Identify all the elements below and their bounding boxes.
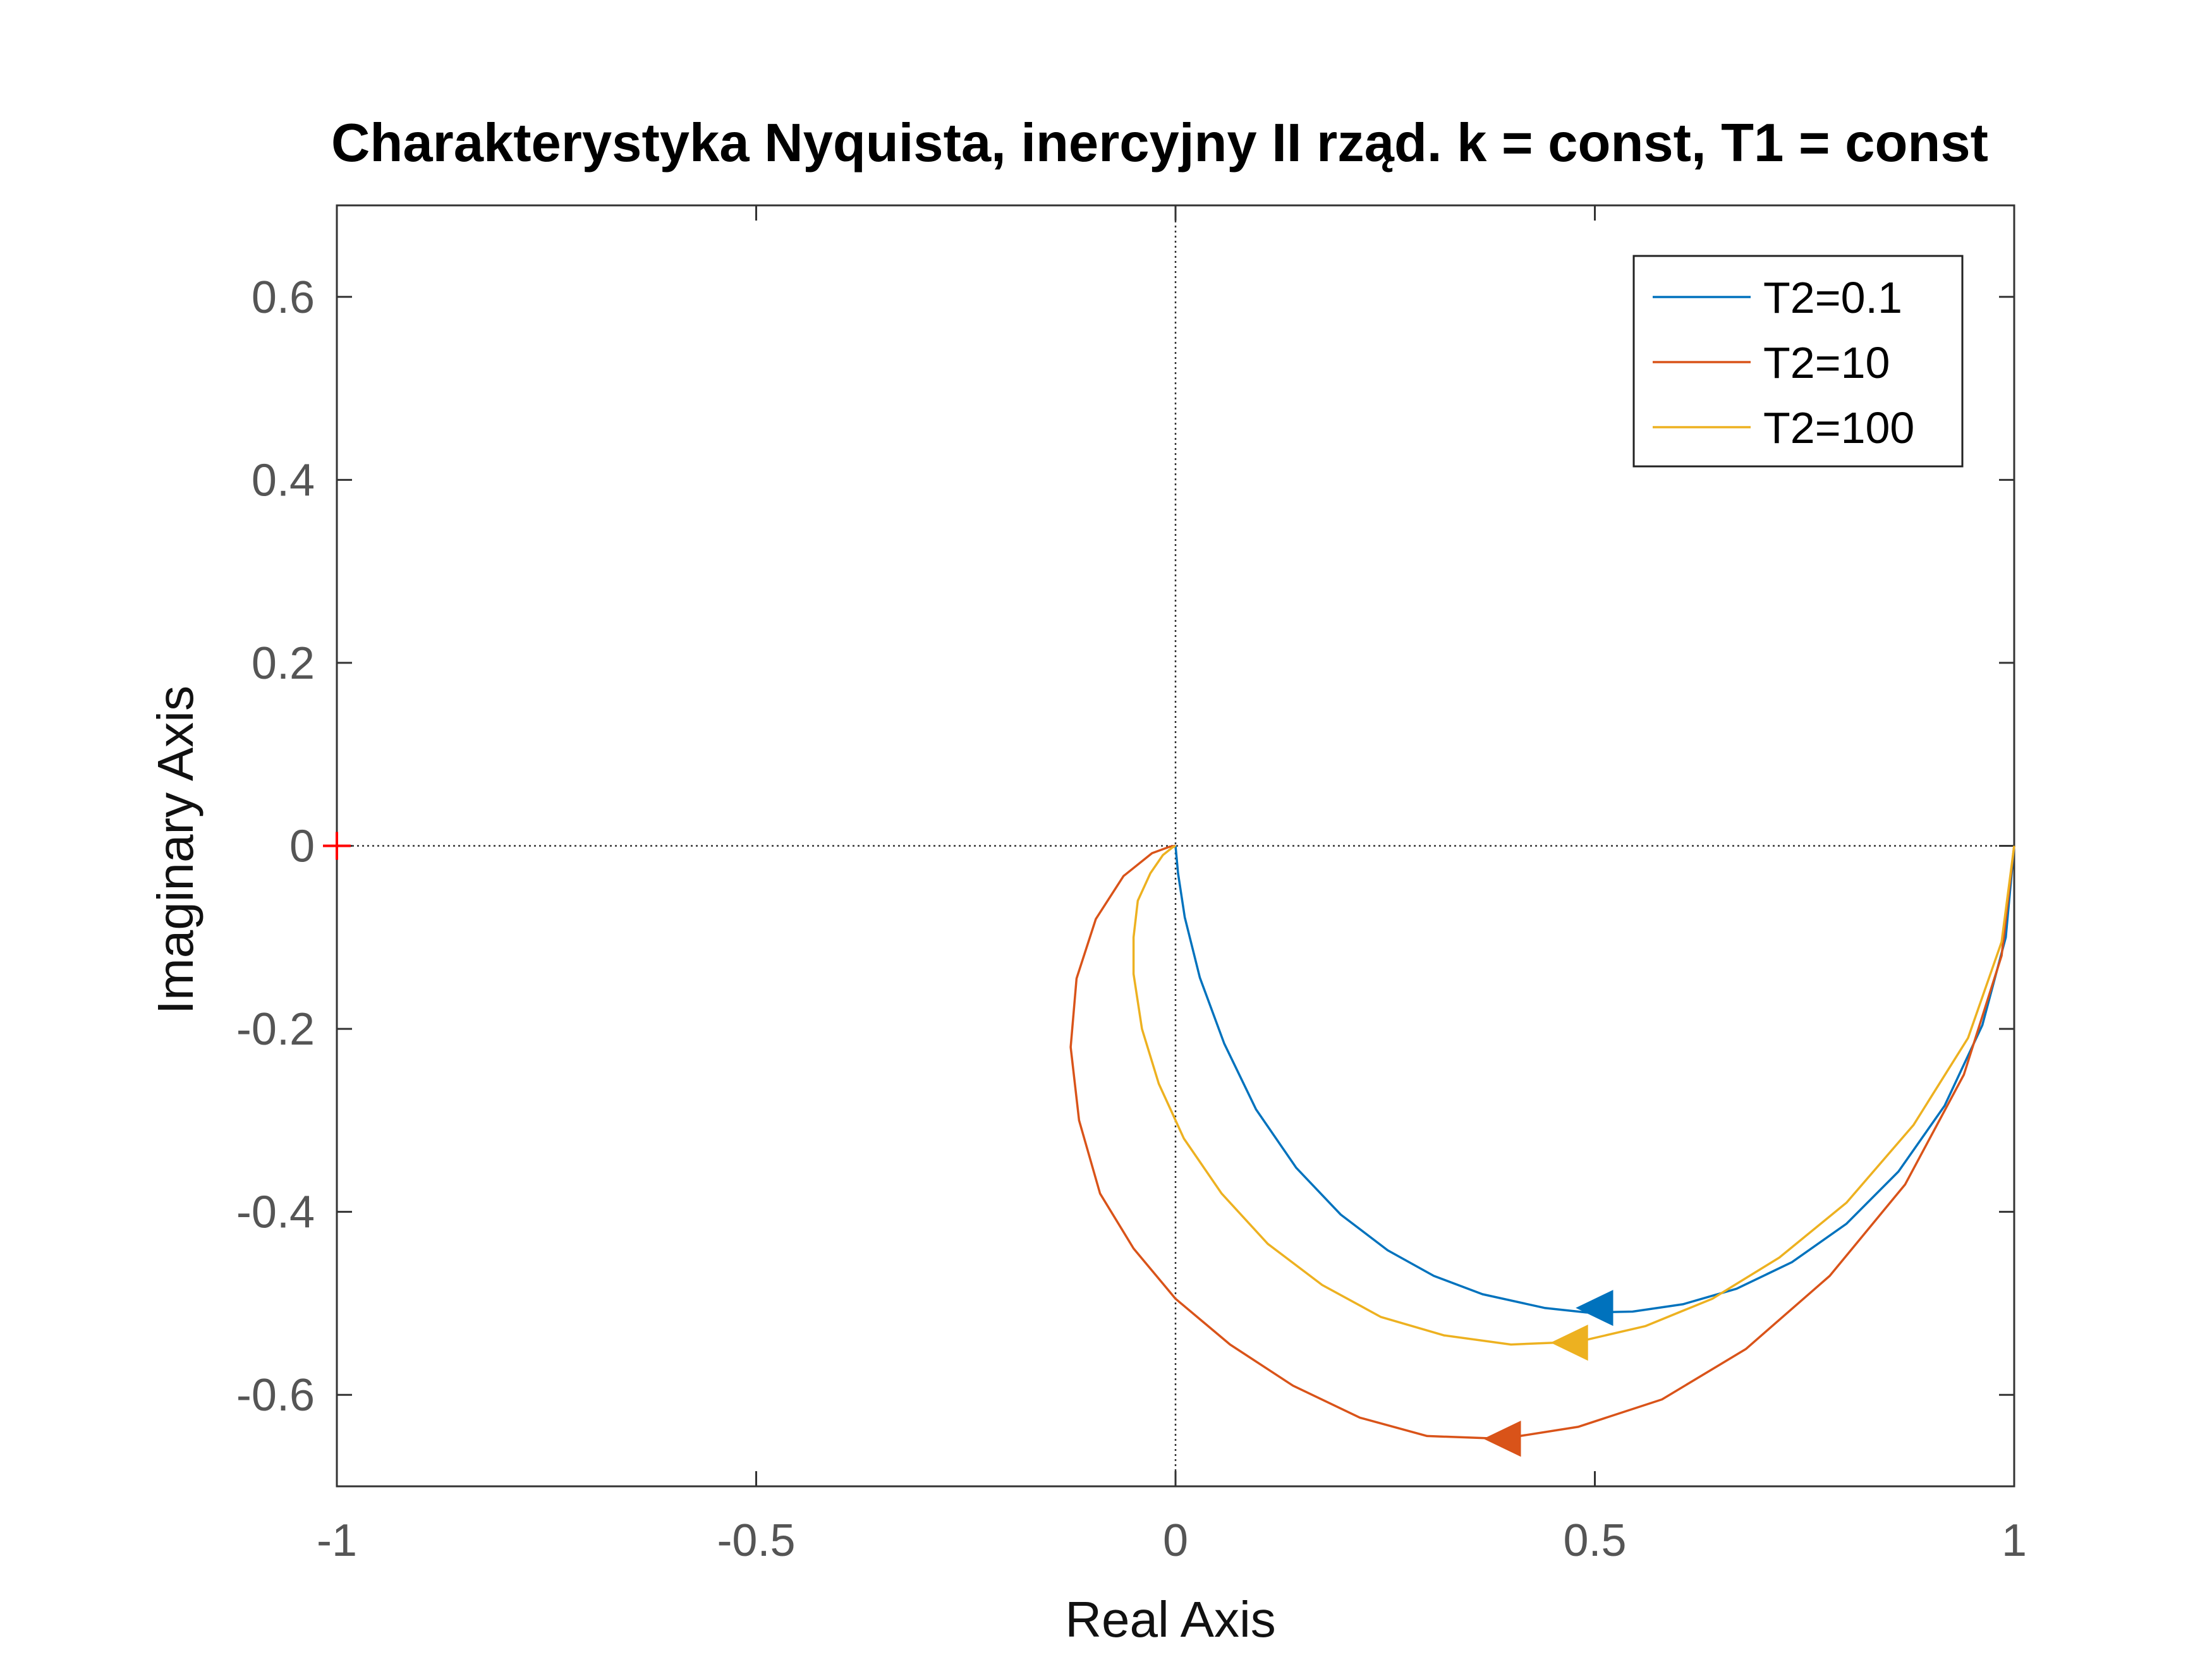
y-tick-label: -0.4	[236, 1187, 315, 1238]
series-line-2	[1069, 844, 2015, 1440]
y-tick-label: 0.4	[252, 455, 315, 506]
x-tick-label: -0.5	[717, 1515, 795, 1566]
y-tick-label: -0.6	[236, 1370, 315, 1421]
x-tick-label: 0	[1163, 1515, 1188, 1566]
series-arrow-3	[1550, 1325, 1588, 1361]
series-arrow-1	[1576, 1290, 1613, 1326]
y-tick-label: -0.2	[236, 1004, 315, 1055]
x-axis-label: Real Axis	[1065, 1591, 1275, 1647]
y-tick-label: 0.2	[252, 638, 315, 689]
x-tick-label: 0.5	[1563, 1515, 1626, 1566]
y-axis-label: Imaginary Axis	[147, 686, 204, 1014]
y-tick-label: 0	[289, 822, 315, 872]
x-tick-label: -1	[317, 1515, 357, 1566]
x-tick-label: 1	[2002, 1515, 2027, 1566]
series-line-3	[1132, 844, 2015, 1346]
chart-title: Charakterystyka Nyquista, inercyjny II r…	[331, 113, 1988, 173]
critical-point-marker	[323, 832, 351, 860]
y-tick-label: 0.6	[252, 272, 315, 323]
series-arrow-2	[1483, 1421, 1521, 1457]
series-line-1	[1174, 846, 2015, 1314]
legend-label-1: T2=0.1	[1763, 273, 1902, 322]
legend-label-3: T2=100	[1763, 403, 1914, 452]
legend: T2=0.1 T2=10 T2=100	[1632, 255, 1964, 468]
legend-label-2: T2=10	[1763, 338, 1890, 387]
